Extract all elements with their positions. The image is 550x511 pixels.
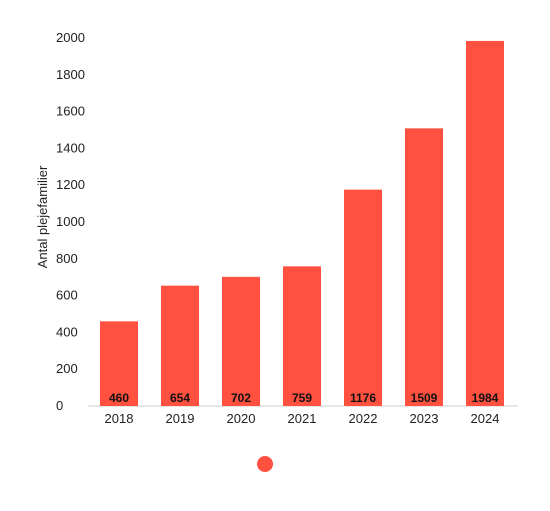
data-label: 759 xyxy=(292,391,312,405)
data-label: 1176 xyxy=(350,391,376,405)
x-tick-label: 2023 xyxy=(410,411,439,426)
y-tick-label: 2000 xyxy=(56,30,85,45)
bar xyxy=(100,321,138,406)
bar xyxy=(344,189,382,406)
x-tick-label: 2022 xyxy=(349,411,378,426)
bar xyxy=(405,128,443,406)
bar xyxy=(466,40,504,406)
data-label: 702 xyxy=(231,391,251,405)
y-tick-label: 1400 xyxy=(56,140,85,155)
y-tick-label: 1600 xyxy=(56,104,85,119)
y-axis-ticks: 0 200 400 600 800 1000 1200 1400 1600 1800 2000 xyxy=(56,30,85,413)
data-label: 1509 xyxy=(411,391,438,405)
data-label: 654 xyxy=(170,391,190,405)
y-tick-label: 1200 xyxy=(56,177,85,192)
legend xyxy=(257,456,273,472)
y-tick-label: 0 xyxy=(56,398,63,413)
y-tick-label: 400 xyxy=(56,324,78,339)
x-tick-label: 2020 xyxy=(227,411,256,426)
data-label: 1984 xyxy=(472,391,499,405)
x-tick-label: 2019 xyxy=(166,411,195,426)
x-tick-label: 2021 xyxy=(288,411,317,426)
bar xyxy=(283,266,321,406)
y-tick-label: 200 xyxy=(56,361,78,376)
y-axis-title: Antal plejefamilier xyxy=(35,165,50,268)
x-axis-ticks: 2018 2019 2020 2021 2022 2023 2024 xyxy=(105,411,500,426)
bar-series: 460 654 702 759 1176 1509 1984 xyxy=(100,40,504,406)
y-tick-label: 1800 xyxy=(56,67,85,82)
bar xyxy=(222,276,260,406)
y-tick-label: 1000 xyxy=(56,214,85,229)
bar xyxy=(161,285,199,406)
x-tick-label: 2018 xyxy=(105,411,134,426)
y-tick-label: 600 xyxy=(56,288,78,303)
legend-marker xyxy=(257,456,273,472)
data-label: 460 xyxy=(109,391,129,405)
x-tick-label: 2024 xyxy=(471,411,500,426)
y-tick-label: 800 xyxy=(56,251,78,266)
